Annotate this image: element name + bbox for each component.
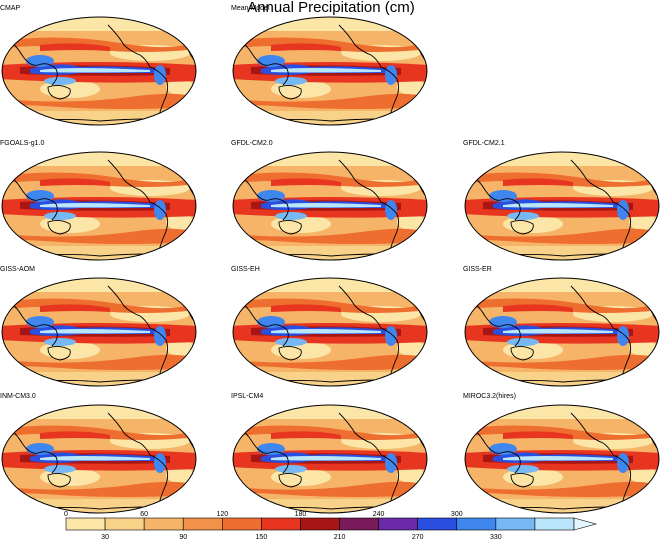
panel-label: GISS-EH <box>231 266 260 273</box>
colorbar-swatch <box>104 517 145 531</box>
panel-label: GISS-ER <box>463 266 492 273</box>
precipitation-map <box>1 16 197 126</box>
map-panel: GFDL-CM2.0 <box>231 140 429 262</box>
colorbar-upper-tick: 300 <box>451 511 463 518</box>
colorbar-upper-tick: 120 <box>216 511 228 518</box>
precipitation-map <box>232 404 428 514</box>
colorbar-swatch <box>417 517 458 531</box>
map-panel: GISS-EH <box>231 266 429 388</box>
colorbar-lower-tick: 150 <box>256 534 268 541</box>
figure-title: Annual Precipitation (cm) <box>247 0 415 16</box>
map-panel: FGOALS-g1.0 <box>0 140 198 262</box>
colorbar-lower-tick: 90 <box>179 534 187 541</box>
colorbar-swatch <box>495 517 536 531</box>
colorbar-upper-tick: 60 <box>140 511 148 518</box>
panel-label: CMAP <box>0 5 21 12</box>
colorbar: 0 60 120 180 240 300 30 90 150 210 270 330 <box>64 511 598 541</box>
precipitation-map <box>464 277 660 387</box>
precipitation-map <box>232 16 428 126</box>
panel-label: GFDL-CM2.1 <box>463 140 505 147</box>
map-panel: Mean Model <box>231 5 429 127</box>
colorbar-upper-tick: 180 <box>295 511 307 518</box>
colorbar-swatch <box>65 517 106 531</box>
colorbar-lower-tick: 330 <box>490 534 502 541</box>
precipitation-map <box>232 277 428 387</box>
panel-label: GFDL-CM2.0 <box>231 140 273 147</box>
colorbar-swatch <box>378 517 418 531</box>
colorbar-upper-tick: 0 <box>64 511 68 518</box>
colorbar-lower-tick: 270 <box>412 534 424 541</box>
map-panel: GISS-AOM <box>0 266 198 388</box>
panel-label: Mean Model <box>231 5 270 12</box>
precipitation-map <box>464 151 660 261</box>
precipitation-map <box>1 277 197 387</box>
colorbar-lower-tick: 210 <box>334 534 346 541</box>
colorbar-swatch <box>300 517 340 531</box>
precipitation-map <box>1 404 197 514</box>
colorbar-swatch <box>534 517 575 531</box>
panel-label: INM-CM3.0 <box>0 393 36 400</box>
map-panel: IPSL-CM4 <box>231 393 429 515</box>
colorbar-end-arrow <box>573 517 598 531</box>
map-panel: MIROC3.2(hires) <box>463 393 661 515</box>
colorbar-upper-tick: 240 <box>373 511 385 518</box>
map-panel: CMAP <box>0 5 198 127</box>
colorbar-lower-tick: 30 <box>101 534 109 541</box>
colorbar-swatch <box>182 517 223 531</box>
colorbar-swatch <box>261 517 301 531</box>
panel-label: GISS-AOM <box>0 266 36 273</box>
map-panel: GFDL-CM2.1 <box>463 140 661 262</box>
precipitation-map <box>1 151 197 261</box>
colorbar-swatch <box>339 517 379 531</box>
precipitation-map <box>464 404 660 514</box>
precipitation-map <box>232 151 428 261</box>
panel-label: MIROC3.2(hires) <box>463 393 516 400</box>
colorbar-swatch <box>456 517 497 531</box>
panel-label: IPSL-CM4 <box>231 393 264 400</box>
colorbar-swatch <box>222 517 262 531</box>
map-panel: GISS-ER <box>463 266 661 388</box>
map-panel: INM-CM3.0 <box>0 393 198 515</box>
panel-label: FGOALS-g1.0 <box>0 140 45 147</box>
colorbar-swatch <box>143 517 184 531</box>
